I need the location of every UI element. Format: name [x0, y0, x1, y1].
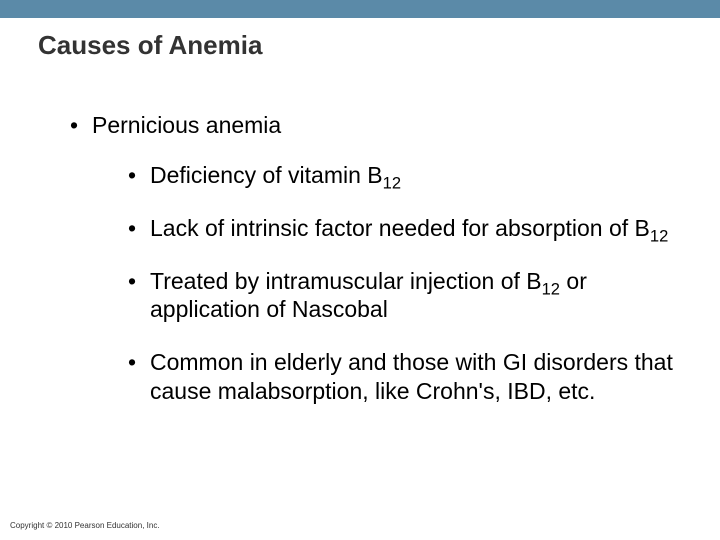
- sub-bullet-4: Common in elderly and those with GI diso…: [128, 348, 680, 406]
- slide-title: Causes of Anemia: [38, 30, 262, 61]
- sub2-subscript: 12: [650, 226, 668, 245]
- bullet-main-text: Pernicious anemia: [92, 112, 281, 138]
- sub-bullet-3: Treated by intramuscular injection of B1…: [128, 267, 680, 325]
- sub3-subscript: 12: [542, 279, 560, 298]
- sub3-text-a: Treated by intramuscular injection of B: [150, 268, 542, 294]
- sub1-text-a: Deficiency of vitamin B: [150, 162, 383, 188]
- sub-bullet-list: Deficiency of vitamin B12 Lack of intrin…: [128, 161, 680, 406]
- top-accent-bar: [0, 0, 720, 18]
- sub1-subscript: 12: [383, 174, 401, 193]
- sub-bullet-1: Deficiency of vitamin B12: [128, 161, 680, 190]
- copyright-text: Copyright © 2010 Pearson Education, Inc.: [10, 521, 160, 530]
- sub4-text: Common in elderly and those with GI diso…: [150, 349, 673, 404]
- sub-bullet-2: Lack of intrinsic factor needed for abso…: [128, 214, 680, 243]
- content-area: Pernicious anemia Deficiency of vitamin …: [70, 112, 680, 430]
- bullet-main: Pernicious anemia Deficiency of vitamin …: [70, 112, 680, 406]
- sub2-text-a: Lack of intrinsic factor needed for abso…: [150, 215, 650, 241]
